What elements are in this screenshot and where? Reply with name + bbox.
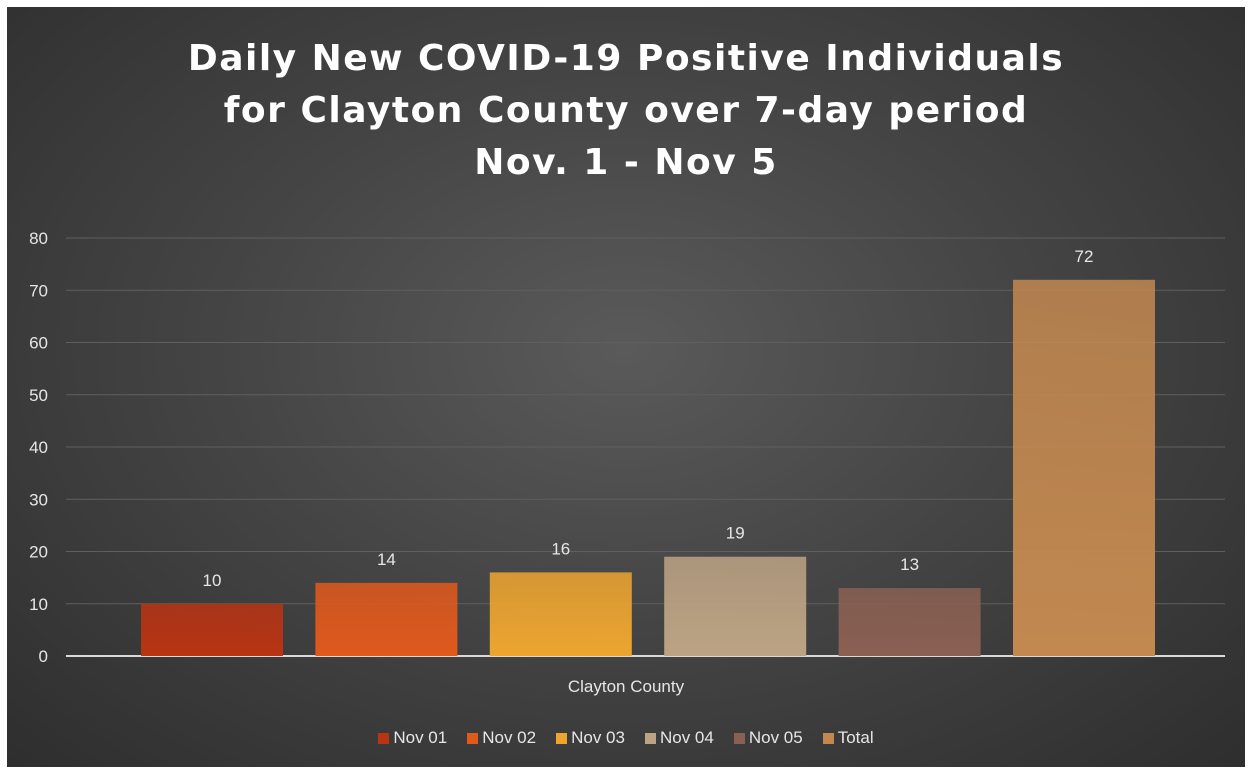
bar-nov-01 bbox=[141, 603, 283, 656]
legend-item: Nov 03 bbox=[556, 728, 625, 748]
legend-swatch bbox=[822, 732, 834, 744]
chart-area: Daily New COVID-19 Positive Individuals … bbox=[7, 7, 1245, 767]
data-label: 19 bbox=[726, 524, 745, 543]
legend-swatch bbox=[467, 732, 479, 744]
data-label: 10 bbox=[203, 571, 222, 590]
x-axis-category-label: Clayton County bbox=[567, 677, 685, 696]
data-label: 14 bbox=[377, 550, 396, 569]
legend-item: Nov 01 bbox=[378, 728, 447, 748]
y-tick-label: 70 bbox=[29, 281, 48, 300]
legend-label: Nov 04 bbox=[659, 728, 714, 747]
chart-title-line-1: Daily New COVID-19 Positive Individuals bbox=[187, 38, 1065, 79]
plot-area: 0 10 20 30 40 50 60 70 80 10 14 16 19 13 72 bbox=[29, 229, 1225, 666]
y-tick-label: 0 bbox=[39, 647, 48, 666]
y-tick-label: 50 bbox=[29, 386, 48, 405]
y-tick-label: 40 bbox=[29, 438, 48, 457]
chart-title-line-2: for Clayton County over 7-day period bbox=[223, 90, 1029, 131]
data-label: 72 bbox=[1075, 247, 1094, 266]
legend-swatch bbox=[733, 732, 745, 744]
bar-total bbox=[1013, 279, 1155, 656]
bar-nov-03 bbox=[489, 572, 632, 656]
data-label: 13 bbox=[900, 555, 919, 574]
legend: Nov 01 Nov 02 Nov 03 Nov 04 Nov 05 Total bbox=[7, 728, 1245, 748]
chart-title-line-3: Nov. 1 - Nov 5 bbox=[474, 142, 778, 183]
legend-label: Nov 03 bbox=[571, 728, 625, 747]
legend-item: Nov 04 bbox=[644, 728, 714, 748]
legend-label: Nov 02 bbox=[482, 728, 537, 747]
legend-item: Total bbox=[822, 728, 874, 748]
chart-title: Daily New COVID-19 Positive Individuals … bbox=[7, 33, 1245, 189]
y-tick-label: 80 bbox=[29, 229, 48, 248]
y-tick-label: 10 bbox=[29, 595, 48, 614]
y-tick-label: 20 bbox=[29, 543, 48, 562]
legend-item: Nov 02 bbox=[467, 728, 536, 748]
legend-swatch bbox=[378, 732, 390, 744]
legend-label: Total bbox=[837, 728, 874, 747]
y-tick-label: 30 bbox=[29, 490, 48, 509]
bar-nov-02 bbox=[315, 582, 458, 656]
legend-label: Nov 01 bbox=[393, 728, 448, 747]
legend-label: Nov 05 bbox=[748, 728, 803, 747]
legend-swatch bbox=[644, 732, 656, 744]
y-tick-label: 60 bbox=[29, 334, 48, 353]
bar-nov-04 bbox=[664, 556, 807, 656]
data-label: 16 bbox=[551, 539, 570, 558]
legend-item: Nov 05 bbox=[733, 728, 803, 748]
legend-swatch bbox=[556, 732, 568, 744]
bar-nov-05 bbox=[838, 588, 981, 656]
